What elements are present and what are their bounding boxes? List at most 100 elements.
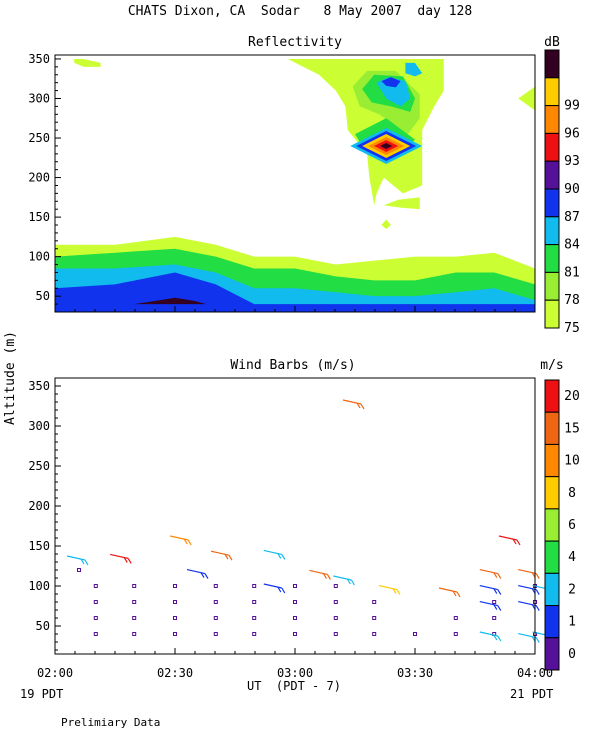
colorbar-segment	[544, 160, 560, 190]
calm-point	[492, 616, 497, 620]
x-tick-label: 02:30	[157, 666, 193, 680]
colorbar-segment	[544, 443, 560, 478]
wind-x-ticks: 02:00 02:30 03:00 03:30 04:00	[37, 648, 553, 680]
calm-point	[173, 584, 177, 588]
colorbar-segment	[544, 188, 560, 218]
colorbar-segment	[544, 637, 560, 671]
colorbar-tick-label: 87	[564, 210, 580, 225]
calm-point	[173, 632, 177, 636]
colorbar-tick-label: 2	[568, 582, 576, 597]
wind-barbs-title: Wind Barbs (m/s)	[230, 358, 355, 373]
calm-point	[293, 632, 297, 636]
wind-barbs-frame	[54, 377, 536, 655]
calm-point	[93, 584, 98, 588]
calm-point	[93, 632, 98, 636]
wind-barb	[263, 549, 286, 560]
y-tick-label: 250	[28, 459, 50, 473]
colorbar-tick-label: 93	[564, 154, 580, 169]
x-tick-label: 02:00	[37, 666, 73, 680]
colorbar-tick-label: 75	[564, 321, 580, 336]
calm-point	[293, 616, 297, 620]
y-axis-label: Altitude (m)	[3, 331, 18, 425]
colorbar-tick-label: 0	[568, 647, 576, 662]
reflectivity-title: Reflectivity	[248, 35, 342, 50]
wind-barb	[342, 399, 365, 410]
y-tick-label: 250	[28, 131, 50, 145]
calm-point	[372, 632, 377, 636]
reflectivity-field	[55, 58, 535, 312]
wind-barbs-panel: Wind Barbs (m/s) 02:00 02:30 03:00 03:30 04:…	[28, 358, 580, 680]
wind-barb	[479, 569, 502, 579]
x-tick-label: 04:00	[517, 666, 553, 680]
y-tick-label: 100	[28, 579, 50, 593]
reflectivity-patch-8	[383, 197, 420, 210]
x-tick-label: 03:30	[397, 666, 433, 680]
wind-barb	[66, 555, 89, 566]
colorbar-tick-label: 1	[568, 615, 576, 630]
x-left-note: 19 PDT	[20, 687, 63, 701]
calm-point	[132, 600, 137, 604]
calm-point	[93, 600, 98, 604]
wind-barb	[333, 575, 355, 586]
y-tick-label: 200	[28, 499, 50, 513]
calm-point	[333, 616, 338, 620]
calm-point	[132, 632, 137, 636]
colorbar-tick-label: 78	[564, 293, 580, 308]
colorbar-segment	[544, 411, 560, 445]
y-tick-label: 200	[28, 171, 50, 185]
colorbar-tick-label: 6	[568, 518, 576, 533]
calm-point	[213, 616, 218, 620]
colorbar-tick-label: 15	[564, 421, 580, 436]
calm-point	[132, 584, 137, 588]
colorbar-segment	[544, 572, 560, 607]
calm-point	[333, 584, 338, 588]
reflectivity-patch-5	[405, 62, 423, 77]
calm-point	[213, 632, 218, 636]
colorbar-tick-label: 20	[564, 389, 580, 404]
x-tick-label: 03:00	[277, 666, 313, 680]
reflectivity-x-ticks	[54, 306, 536, 312]
y-tick-label: 150	[28, 539, 50, 553]
wind-barb	[479, 631, 502, 642]
x-right-note: 21 PDT	[510, 687, 553, 701]
wind-barbs-plot	[66, 399, 555, 643]
calm-point	[453, 616, 458, 620]
colorbar-segment	[544, 49, 560, 79]
reflectivity-y-ticks: 50 100 150 200 250 300 350	[28, 52, 61, 305]
footer-note: Prelimiary Data	[61, 716, 160, 729]
reflectivity-patch-10	[518, 86, 535, 111]
wind-colorbar-unit: m/s	[540, 358, 563, 373]
reflectivity-patch-6	[381, 77, 401, 88]
reflectivity-patch-9	[381, 219, 391, 229]
calm-point	[77, 568, 81, 572]
wind-barb	[186, 569, 209, 579]
colorbar-tick-label: 10	[564, 454, 580, 469]
colorbar-segment	[544, 508, 560, 542]
y-tick-label: 300	[28, 419, 50, 433]
calm-point	[293, 584, 297, 588]
colorbar-segment	[544, 132, 560, 162]
wind-colorbar: 0 1 2 4 6 8 10 15 20	[544, 379, 580, 671]
y-tick-label: 350	[28, 52, 50, 66]
y-tick-label: 50	[36, 619, 50, 633]
colorbar-segment	[544, 77, 560, 107]
wind-barb	[170, 535, 192, 546]
colorbar-segment	[544, 379, 560, 413]
wind-barb	[518, 569, 540, 579]
calm-point	[333, 600, 338, 604]
calm-point	[372, 600, 377, 604]
wind-y-ticks: 50 100 150 200 250 300 350	[28, 377, 61, 651]
reflectivity-hotspot-band-5	[380, 142, 393, 149]
calm-point	[252, 600, 257, 604]
calm-point	[252, 616, 257, 620]
reflectivity-colorbar-unit: dB	[544, 35, 560, 50]
colorbar-tick-label: 4	[568, 550, 576, 565]
y-tick-label: 50	[36, 289, 50, 303]
wind-barb	[210, 550, 233, 561]
colorbar-tick-label: 8	[568, 486, 576, 501]
colorbar-segment	[544, 216, 560, 246]
colorbar-segment	[544, 476, 560, 510]
wind-barb	[263, 583, 286, 594]
y-tick-label: 100	[28, 250, 50, 264]
